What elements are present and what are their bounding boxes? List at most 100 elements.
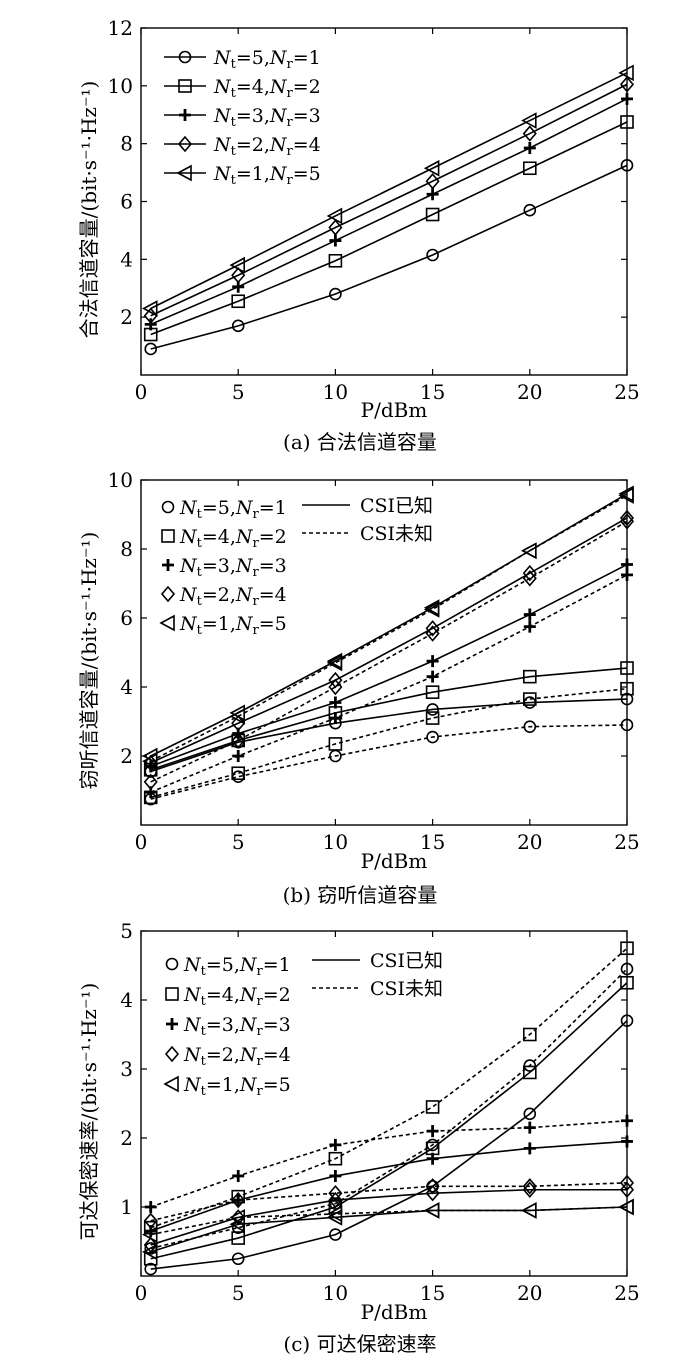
series-diamond-solid [143, 76, 635, 324]
data-point-square [522, 1027, 537, 1042]
data-point-square [425, 207, 440, 222]
data-point-plus [144, 318, 157, 331]
series-line [150, 982, 628, 1260]
legend-label: Nt=2,Nr=4 [213, 134, 321, 159]
data-point-plus [426, 188, 439, 201]
legend-marker-plus [162, 559, 174, 571]
style-legend: CSI已知 CSI未知 [302, 495, 433, 545]
plot-frame [140, 930, 628, 1277]
legend-label: Nt=3,Nr=3 [179, 555, 287, 580]
legend-label: Nt=3,Nr=3 [213, 105, 321, 130]
data-point-plus [329, 696, 342, 709]
y-tick-label: 5 [120, 919, 133, 943]
series-line [150, 517, 628, 764]
x-tick-label: 20 [517, 380, 542, 404]
data-point-square [328, 253, 343, 268]
x-tick-label: 10 [323, 380, 348, 404]
legend-marker-square [178, 79, 192, 93]
chart-caption: (b) 窃听信道容量 [283, 883, 438, 907]
legend-label: Nt=4,Nr=2 [213, 76, 321, 101]
data-point-diamond [522, 1178, 537, 1195]
legend: Nt=5,Nr=1 Nt=4,Nr=2 Nt=3,Nr=3 Nt=2,Nr=4 Nt=1… [163, 954, 291, 1099]
legend: Nt=5,Nr=1 Nt=4,Nr=2 Nt=3,Nr=3 Nt=2,Nr=4 Nt=1… [164, 47, 321, 188]
data-point-diamond [425, 173, 440, 190]
data-point-plus [329, 234, 342, 247]
series-line [150, 1119, 628, 1208]
series-line [150, 1140, 628, 1232]
x-tick-label: 10 [323, 830, 348, 854]
x-tick-label: 25 [614, 1281, 639, 1305]
data-point-square [620, 975, 634, 990]
y-tick-label: 2 [120, 305, 133, 329]
data-point-plus [329, 1169, 342, 1182]
data-point-triangle-left [423, 1202, 440, 1219]
data-point-plus [621, 1135, 633, 1148]
series-line [150, 520, 628, 783]
series-triangle-left-solid [142, 64, 634, 317]
data-point-square [620, 115, 634, 129]
data-point-circle [620, 159, 634, 172]
y-tick-label: 3 [120, 1057, 133, 1081]
data-point-triangle-left [326, 207, 343, 225]
data-point-triangle-left [142, 752, 158, 770]
data-point-diamond [522, 564, 537, 582]
data-point-triangle-left [326, 654, 343, 672]
style-legend-label: CSI已知 [360, 495, 433, 517]
y-tick-label: 8 [120, 132, 133, 156]
data-point-diamond [328, 1184, 343, 1202]
legend-marker-plus [166, 1018, 178, 1030]
series-line [150, 1182, 628, 1222]
data-point-plus [329, 712, 342, 725]
x-tick-label: 0 [135, 830, 148, 854]
data-point-triangle-left [423, 601, 440, 618]
data-point-plus [426, 1125, 439, 1138]
data-point-plus [523, 608, 536, 621]
series-diamond-solid [143, 1181, 635, 1254]
data-point-diamond [143, 1212, 158, 1230]
y-tick-label: 4 [120, 675, 133, 699]
data-point-diamond [231, 1191, 246, 1209]
data-point-square [425, 1100, 440, 1114]
data-point-plus [621, 568, 633, 581]
data-point-plus [523, 620, 536, 633]
data-point-plus [329, 1138, 342, 1151]
series-line [150, 164, 628, 350]
data-point-square [620, 681, 634, 696]
data-point-diamond [425, 1178, 440, 1195]
data-point-triangle-left [229, 707, 245, 725]
data-point-plus [621, 1114, 633, 1127]
data-point-plus [523, 1121, 536, 1134]
legend-marker-circle [161, 500, 175, 514]
legend-marker-plus [179, 109, 191, 121]
series-plus-dashed [144, 1114, 633, 1213]
chart-panel-c: 0 5 10 15 20 25 1 2 3 4 5 P/dBm 可达保密速率/(bit·s⁻¹·Hz⁻¹… [77, 919, 640, 1356]
data-point-circle [144, 1262, 158, 1276]
data-point-square [425, 711, 440, 725]
data-point-square [328, 737, 343, 751]
legend-marker-circle [165, 957, 179, 971]
x-tick-label: 15 [420, 830, 445, 854]
x-tick-label: 20 [517, 1281, 542, 1305]
data-point-plus [144, 1201, 157, 1213]
data-point-square [231, 294, 245, 309]
series-line [150, 724, 628, 800]
chart-caption: (a) 合法信道容量 [283, 430, 437, 454]
y-tick-label: 6 [120, 606, 133, 630]
series-plus-solid [144, 558, 633, 773]
series-line [150, 121, 628, 336]
style-legend: CSI已知 CSI未知 [312, 950, 443, 1000]
series-plus-solid [144, 92, 633, 331]
data-point-diamond [619, 509, 635, 527]
x-tick-label: 0 [135, 1281, 148, 1305]
series-line [150, 493, 628, 757]
y-tick-label: 6 [120, 190, 133, 214]
data-point-triangle-left [521, 112, 537, 129]
x-tick-label: 10 [323, 1281, 348, 1305]
x-axis-label: P/dBm [361, 398, 428, 422]
data-point-square [522, 669, 537, 684]
series-triangle-left-dashed [142, 487, 634, 770]
data-point-plus [426, 655, 439, 668]
series-plus-solid [144, 1135, 633, 1238]
legend-label: Nt=2,Nr=4 [183, 1044, 291, 1069]
data-point-plus [621, 92, 633, 105]
